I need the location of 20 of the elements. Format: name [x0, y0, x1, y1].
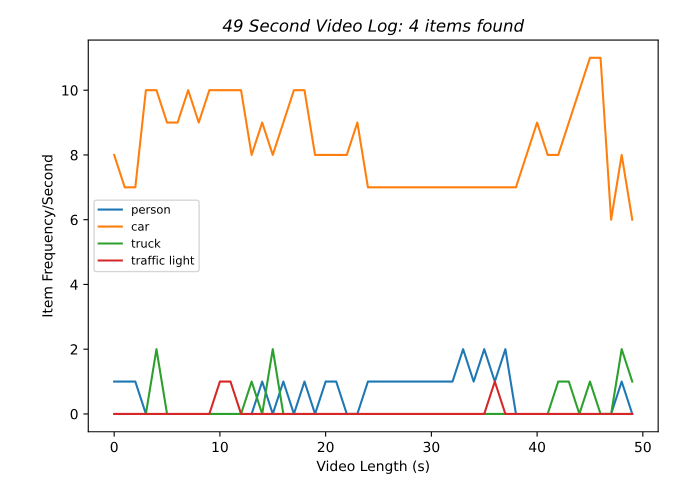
- x-tick-label: 50: [635, 442, 651, 452]
- line-series: [113, 56, 634, 221]
- x-tick-label: 30: [424, 442, 440, 452]
- y-tick-label: 0: [70, 408, 78, 420]
- x-tick-label: 20: [318, 442, 334, 452]
- legend-label: traffic light: [131, 256, 194, 267]
- y-tick-label: 2: [70, 344, 78, 354]
- x-tick-label: 0: [110, 442, 118, 452]
- y-tick-label: 6: [70, 214, 78, 226]
- x-tick-label: 10: [212, 442, 228, 452]
- y-axis-title: Item Frequency/Second: [42, 155, 56, 316]
- y-tick-label: 4: [70, 280, 78, 290]
- y-tick-label: 10: [62, 85, 78, 96]
- y-tick-label: 8: [70, 150, 78, 160]
- legend-label: car: [132, 224, 150, 231]
- x-axis-title: Video Length (s): [316, 460, 429, 474]
- x-tick-label: 40: [528, 442, 546, 452]
- legend-label: person: [132, 207, 170, 216]
- legend-label: truck: [131, 238, 161, 248]
- chart-title: 49 Second Video Log: 4 items found: [222, 19, 524, 36]
